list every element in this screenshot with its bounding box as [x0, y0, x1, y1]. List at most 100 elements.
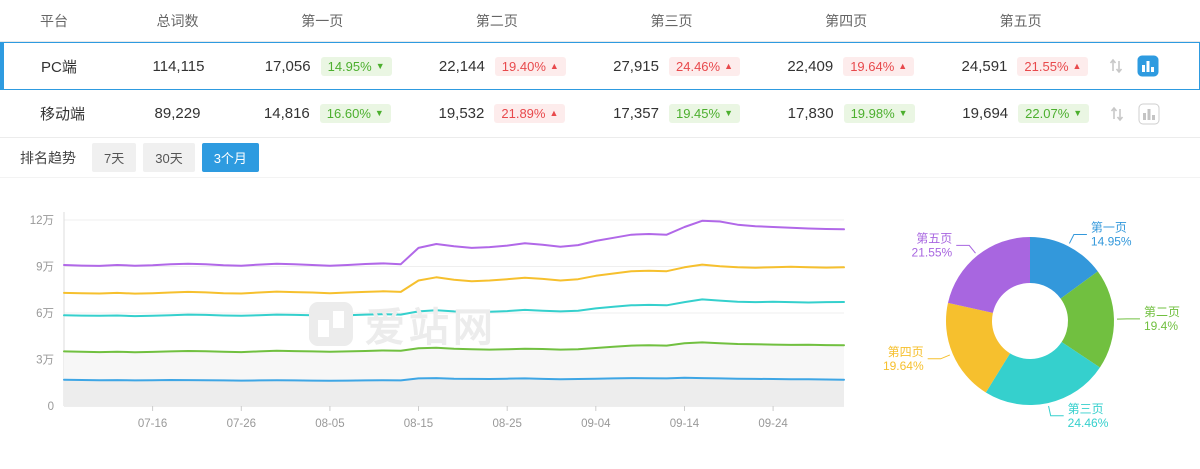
percent-badge: 21.55%: [1017, 56, 1089, 76]
keyword-count: 19,694: [962, 105, 1009, 122]
trend-arrow-icon: [376, 62, 385, 71]
trend-arrow-icon: [899, 109, 908, 118]
platform-name: PC端: [41, 58, 77, 76]
keyword-count: 19,532: [438, 105, 485, 122]
trend-line-chart-svg: 0 3万 6万 9万 12万 07-16 07-26 08-05 08-15 08-25 09-04…: [30, 212, 845, 430]
x-axis-label: 09-24: [758, 418, 788, 430]
sort-compare-icon[interactable]: [1108, 105, 1126, 123]
trend-chart-icon[interactable]: [1137, 55, 1159, 77]
percent-badge: 19.98%: [843, 104, 915, 123]
keyword-count: 24,591: [961, 57, 1008, 75]
page3-cell: 27,915 24.46%: [584, 56, 758, 76]
donut-segment[interactable]: [1030, 236, 1098, 299]
donut-segment[interactable]: [946, 302, 1011, 392]
donut-label-line: [956, 244, 976, 254]
area-under-page1: [64, 377, 844, 406]
percent-badge: 16.60%: [319, 104, 391, 123]
trend-line: [63, 263, 845, 295]
page2-cell: 22,144 19.40%: [410, 56, 584, 76]
table-row-mobile[interactable]: 移动端 89,229 14,816 16.60% 19,532 21.89% 1…: [0, 90, 1200, 138]
tab-7days[interactable]: 7天: [92, 143, 137, 172]
keyword-count: 17,357: [613, 105, 659, 122]
page3-cell: 17,357 19.45%: [584, 104, 759, 123]
donut-label-line: [927, 353, 951, 359]
percent-badge: 19.64%: [843, 56, 915, 76]
trend-arrow-icon: [898, 62, 907, 71]
trend-arrow-icon: [549, 109, 558, 118]
trend-line: [63, 298, 845, 318]
header-page3: 第三页: [650, 12, 693, 29]
donut-segment[interactable]: [985, 341, 1100, 405]
percent-badge: 21.89%: [494, 104, 566, 123]
page-distribution-donut: 第一页 14.95% 第二页 19.4% 第三页 24.46% 第四页 19.64% 第五页 21…: [858, 182, 1200, 464]
trend-line: [63, 376, 845, 382]
page4-cell: 22,409 19.64%: [759, 56, 933, 76]
header-platform: 平台: [40, 12, 68, 29]
x-axis-label: 08-05: [315, 418, 344, 430]
header-page5: 第五页: [999, 12, 1042, 29]
total-words: 89,229: [154, 105, 201, 122]
header-page4: 第四页: [825, 12, 868, 29]
trend-title: 排名趋势: [20, 149, 76, 166]
trend-arrow-icon: [375, 109, 384, 118]
donut-segment[interactable]: [947, 236, 1030, 313]
trend-arrow-icon: [1073, 62, 1082, 71]
keyword-count: 27,915: [613, 57, 659, 75]
trend-toolbar: 排名趋势 7天 30天 3个月: [0, 138, 1200, 178]
x-axis-label: 09-04: [581, 418, 611, 430]
keyword-count: 14,816: [263, 105, 310, 122]
page5-cell: 24,591 21.55%: [933, 56, 1107, 76]
trend-chart-icon[interactable]: [1138, 103, 1160, 125]
donut-label-line: [1048, 405, 1064, 416]
donut-label-pct: 21.55%: [912, 245, 953, 259]
donut-label-pct: 19.4%: [1144, 318, 1178, 332]
tab-30days[interactable]: 30天: [143, 143, 195, 172]
donut-label-pct: 14.95%: [1091, 234, 1132, 248]
percent-badge: 19.40%: [494, 56, 566, 76]
x-axis-label: 08-25: [492, 418, 521, 430]
keyword-count: 22,409: [787, 57, 834, 75]
x-axis-label: 07-16: [138, 418, 167, 430]
trend-arrow-icon: [550, 62, 559, 71]
donut-label: 第二页: [1144, 304, 1180, 318]
y-axis-label: 12万: [30, 215, 54, 227]
y-axis-label: 9万: [36, 262, 54, 274]
y-axis-label: 0: [48, 401, 54, 413]
header-page1: 第一页: [301, 12, 344, 29]
donut-label: 第五页: [916, 231, 952, 245]
header-total: 总词数: [156, 12, 199, 29]
charts-area: 0 3万 6万 9万 12万 07-16 07-26 08-05 08-15 08-25 09-04…: [0, 178, 1200, 464]
y-axis-label: 3万: [36, 355, 54, 367]
percent-badge: 19.45%: [668, 104, 740, 123]
total-words: 114,115: [152, 57, 205, 75]
percent-badge: 14.95%: [320, 56, 392, 76]
donut-label-pct: 24.46%: [1068, 415, 1109, 429]
trend-line-chart: 0 3万 6万 9万 12万 07-16 07-26 08-05 08-15 08-25 09-04…: [0, 182, 858, 464]
donut-label-pct: 19.64%: [883, 358, 924, 372]
page2-cell: 19,532 21.89%: [410, 104, 585, 123]
platform-name: 移动端: [40, 106, 86, 123]
table-header-row: 平台 总词数 第一页 第二页 第三页 第四页 第五页: [0, 0, 1200, 42]
table-row-pc[interactable]: PC端 114,115 17,056 14.95% 22,144 19.40% …: [0, 42, 1200, 90]
x-axis-label: 07-26: [227, 418, 256, 430]
percent-badge: 24.46%: [669, 56, 741, 76]
donut-segment[interactable]: [1060, 270, 1115, 368]
keyword-count: 22,144: [438, 57, 485, 75]
trend-line: [63, 341, 845, 354]
page5-cell: 19,694 22.07%: [933, 104, 1108, 123]
header-page2: 第二页: [475, 12, 518, 29]
trend-line: [63, 219, 845, 267]
x-axis-label: 09-14: [670, 418, 700, 430]
tab-3months[interactable]: 3个月: [201, 143, 259, 172]
trend-arrow-icon: [1073, 109, 1082, 118]
donut-label-line: [1068, 233, 1087, 244]
donut-label: 第四页: [888, 344, 924, 358]
x-axis-label: 08-15: [404, 418, 433, 430]
percent-badge: 22.07%: [1018, 104, 1090, 123]
keyword-count: 17,830: [787, 105, 834, 122]
y-axis-label: 6万: [36, 308, 54, 320]
trend-arrow-icon: [724, 62, 733, 71]
sort-compare-icon[interactable]: [1107, 57, 1125, 75]
keyword-count: 17,056: [264, 57, 311, 75]
